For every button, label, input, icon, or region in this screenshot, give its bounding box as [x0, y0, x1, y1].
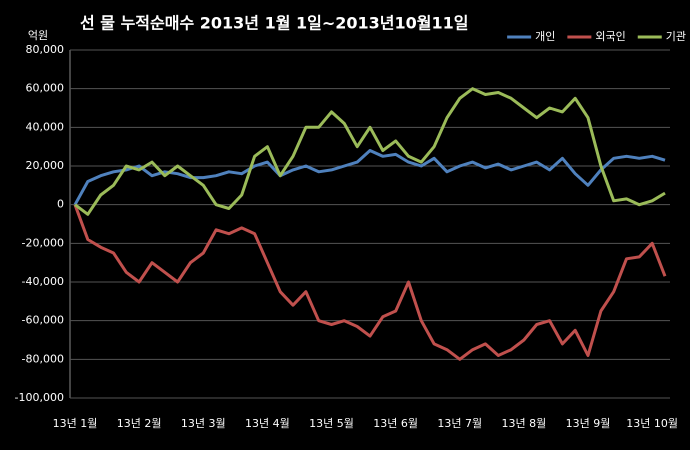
y-tick-label: -40,000 — [22, 275, 64, 288]
y-tick-label: 60,000 — [26, 82, 65, 95]
x-tick-label: 13년 6월 — [373, 417, 418, 430]
y-tick-label: -60,000 — [22, 314, 64, 327]
y-tick-label: -80,000 — [22, 352, 64, 365]
legend-label: 개인 — [535, 30, 555, 43]
legend-label: 외국인 — [595, 30, 625, 43]
y-tick-label: 0 — [57, 198, 64, 211]
chart-title: 선 물 누적순매수 2013년 1월 1일~2013년10월11일 — [80, 14, 468, 33]
y-tick-label: 20,000 — [26, 159, 65, 172]
x-tick-label: 13년 7월 — [437, 417, 482, 430]
x-tick-label: 13년 4월 — [245, 417, 290, 430]
series-line — [74, 87, 666, 216]
x-tick-label: 13년 9월 — [566, 417, 611, 430]
series-line — [73, 149, 666, 206]
y-tick-label: 80,000 — [26, 43, 65, 56]
series-line — [73, 204, 667, 361]
y-tick-label: -20,000 — [22, 236, 64, 249]
y-tick-label: -100,000 — [15, 391, 64, 404]
x-tick-label: 13년 8월 — [502, 417, 547, 430]
y-axis-label: 억원 — [28, 29, 48, 42]
x-tick-label: 13년 10월 — [626, 417, 678, 430]
x-tick-label: 13년 5월 — [309, 417, 354, 430]
x-tick-label: 13년 3월 — [181, 417, 226, 430]
legend-label: 기관 — [666, 30, 686, 43]
x-tick-label: 13년 2월 — [117, 417, 162, 430]
x-tick-label: 13년 1월 — [53, 417, 98, 430]
y-tick-label: 40,000 — [26, 120, 65, 133]
